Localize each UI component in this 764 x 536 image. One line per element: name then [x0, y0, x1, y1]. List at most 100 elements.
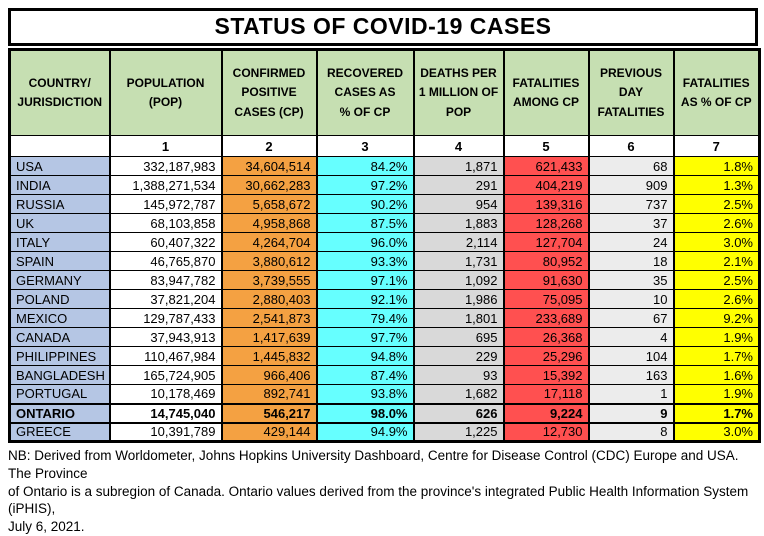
value-cell: 9: [587, 402, 675, 424]
value-cell: 404,219: [502, 175, 590, 195]
value-cell: 1.6%: [672, 365, 761, 385]
value-cell: 24: [587, 232, 675, 252]
value-cell: 909: [587, 175, 675, 195]
source-note: NB: Derived from Worldometer, Johns Hopk…: [8, 448, 749, 535]
value-cell: 60,407,322: [108, 232, 223, 252]
value-cell: 1,731: [412, 251, 505, 271]
value-cell: 92.1%: [315, 289, 415, 309]
country-cell: INDIA: [8, 175, 111, 195]
value-cell: 1.7%: [672, 346, 761, 366]
value-cell: 8: [587, 422, 675, 442]
value-cell: 2,541,873: [220, 308, 318, 328]
value-cell: 1,883: [412, 213, 505, 233]
column-header: PREVIOUS DAY FATALITIES: [587, 49, 675, 136]
value-cell: 87.5%: [315, 213, 415, 233]
value-cell: 87.4%: [315, 365, 415, 385]
value-cell: 110,467,984: [108, 346, 223, 366]
value-cell: 1: [587, 384, 675, 404]
value-cell: 46,765,870: [108, 251, 223, 271]
value-cell: 10,178,469: [108, 384, 223, 404]
column-header: DEATHS PER 1 MILLION OF POP: [412, 49, 505, 136]
value-cell: 2,880,403: [220, 289, 318, 309]
table-row: ONTARIO 14,745,040 546,217 98.0% 626 9,224 9 1.…: [8, 402, 761, 424]
country-cell: ITALY: [8, 232, 111, 252]
value-cell: 1.9%: [672, 384, 761, 404]
table-row: MEXICO 129,787,433 2,541,873 79.4% 1,801 233,…: [8, 308, 761, 328]
value-cell: 25,296: [502, 346, 590, 366]
value-cell: 128,268: [502, 213, 590, 233]
value-cell: 97.7%: [315, 327, 415, 347]
value-cell: 4,958,868: [220, 213, 318, 233]
value-cell: 94.8%: [315, 346, 415, 366]
value-cell: 129,787,433: [108, 308, 223, 328]
value-cell: 90.2%: [315, 194, 415, 214]
value-cell: 34,604,514: [220, 156, 318, 176]
value-cell: 3,880,612: [220, 251, 318, 271]
value-cell: 9,224: [502, 402, 590, 424]
covid-status-table: COUNTRY/ JURISDICTION POPULATION (POP) CON…: [8, 48, 761, 443]
value-cell: 104: [587, 346, 675, 366]
country-cell: POLAND: [8, 289, 111, 309]
value-cell: 621,433: [502, 156, 590, 176]
value-cell: 15,392: [502, 365, 590, 385]
value-cell: 1,445,832: [220, 346, 318, 366]
country-cell: MEXICO: [8, 308, 111, 328]
value-cell: 2.6%: [672, 213, 761, 233]
table-row: USA 332,187,983 34,604,514 84.2% 1,871 621,43…: [8, 156, 761, 176]
value-cell: 332,187,983: [108, 156, 223, 176]
value-cell: 163: [587, 365, 675, 385]
value-cell: 2.5%: [672, 194, 761, 214]
value-cell: 5,658,672: [220, 194, 318, 214]
column-number: [8, 135, 111, 157]
value-cell: 2.1%: [672, 251, 761, 271]
value-cell: 1,986: [412, 289, 505, 309]
table-row: SPAIN 46,765,870 3,880,612 93.3% 1,731 80,952…: [8, 251, 761, 271]
column-header: RECOVERED CASES AS % OF CP: [315, 49, 415, 136]
column-header: COUNTRY/ JURISDICTION: [8, 49, 111, 136]
country-cell: GREECE: [8, 422, 111, 442]
value-cell: 966,406: [220, 365, 318, 385]
value-cell: 37,943,913: [108, 327, 223, 347]
value-cell: 3.0%: [672, 232, 761, 252]
value-cell: 10: [587, 289, 675, 309]
value-cell: 2.6%: [672, 289, 761, 309]
value-cell: 626: [412, 402, 505, 424]
value-cell: 1,388,271,534: [108, 175, 223, 195]
value-cell: 37,821,204: [108, 289, 223, 309]
table-row: POLAND 37,821,204 2,880,403 92.1% 1,986 75,09…: [8, 289, 761, 309]
column-number: 5: [502, 135, 590, 157]
table-row: UK 68,103,858 4,958,868 87.5% 1,883 128,268 37…: [8, 213, 761, 233]
country-cell: PORTUGAL: [8, 384, 111, 404]
value-cell: 35: [587, 270, 675, 290]
value-cell: 93.3%: [315, 251, 415, 271]
table-row: CANADA 37,943,913 1,417,639 97.7% 695 26,368 4…: [8, 327, 761, 347]
table-row: PORTUGAL 10,178,469 892,741 93.8% 1,682 17,11…: [8, 384, 761, 404]
value-cell: 67: [587, 308, 675, 328]
value-cell: 3.0%: [672, 422, 761, 442]
column-header: FATALITIES AMONG CP: [502, 49, 590, 136]
value-cell: 3,739,555: [220, 270, 318, 290]
value-cell: 14,745,040: [108, 402, 223, 424]
value-cell: 9.2%: [672, 308, 761, 328]
country-cell: GERMANY: [8, 270, 111, 290]
value-cell: 2.5%: [672, 270, 761, 290]
value-cell: 93: [412, 365, 505, 385]
country-cell: CANADA: [8, 327, 111, 347]
column-header: FATALITIES AS % OF CP: [672, 49, 761, 136]
value-cell: 4: [587, 327, 675, 347]
value-cell: 83,947,782: [108, 270, 223, 290]
value-cell: 233,689: [502, 308, 590, 328]
value-cell: 1,871: [412, 156, 505, 176]
column-number: 7: [672, 135, 761, 157]
page-title: STATUS OF COVID-19 CASES: [8, 8, 758, 46]
value-cell: 30,662,283: [220, 175, 318, 195]
value-cell: 2,114: [412, 232, 505, 252]
value-cell: 127,704: [502, 232, 590, 252]
country-cell: PHILIPPINES: [8, 346, 111, 366]
value-cell: 98.0%: [315, 402, 415, 424]
value-cell: 97.2%: [315, 175, 415, 195]
value-cell: 546,217: [220, 402, 318, 424]
value-cell: 68,103,858: [108, 213, 223, 233]
value-cell: 79.4%: [315, 308, 415, 328]
